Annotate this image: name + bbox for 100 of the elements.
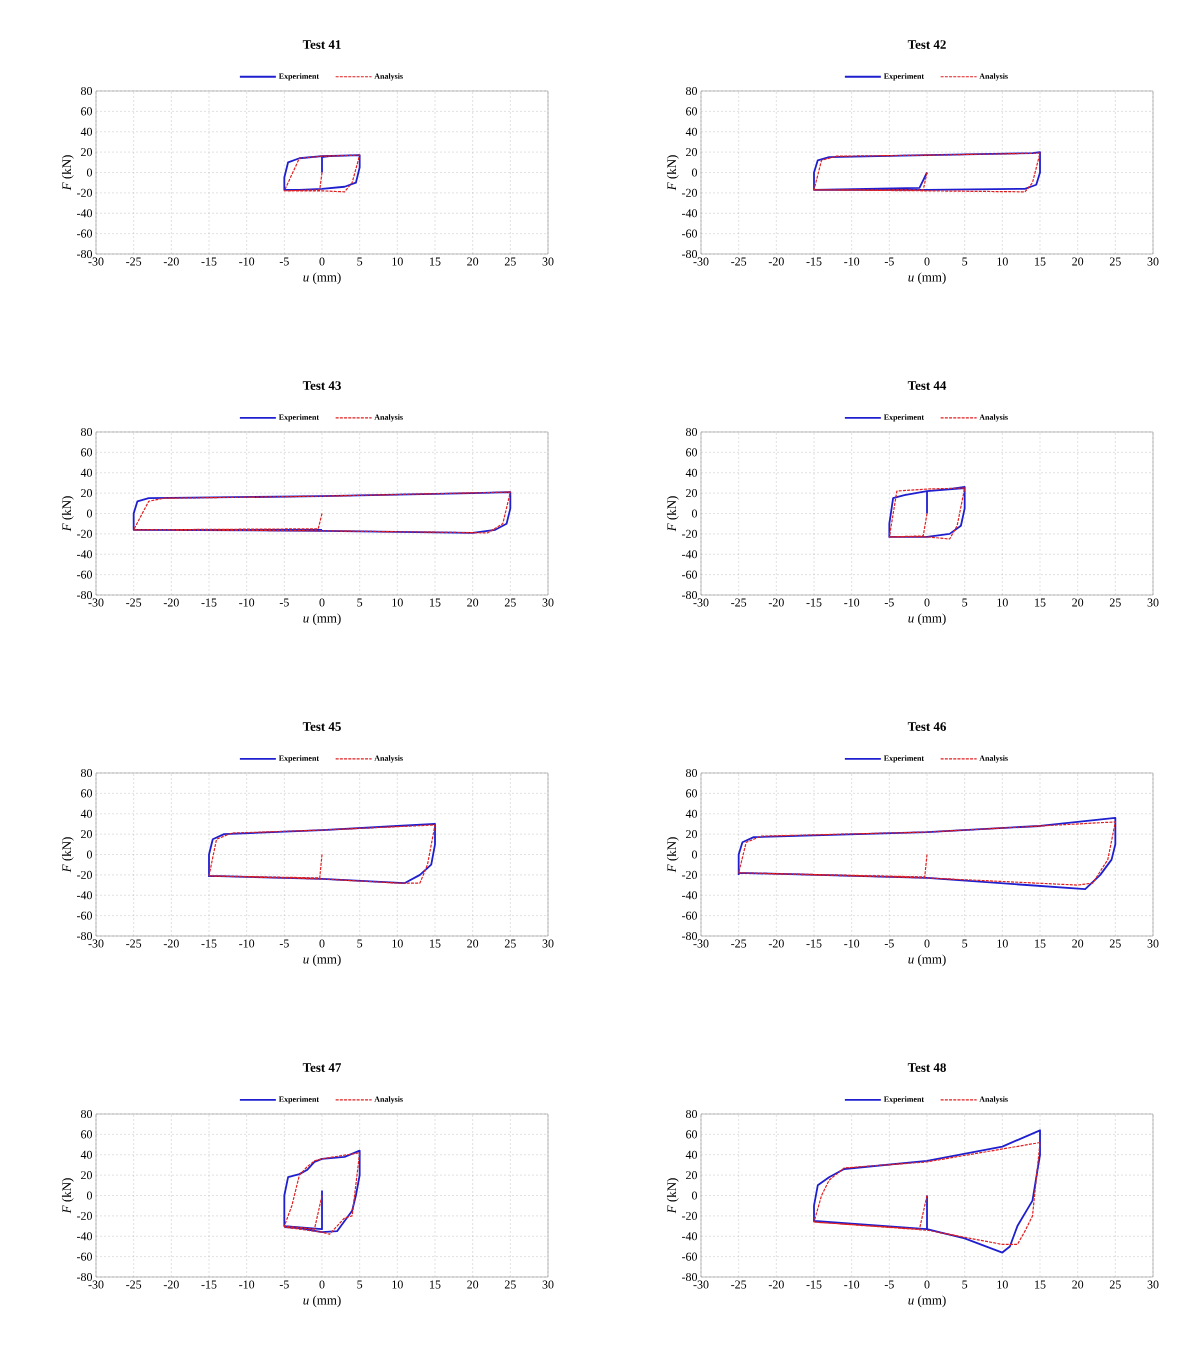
x-tick-label: 0 <box>319 1280 325 1289</box>
x-tick-label: -30 <box>693 1280 709 1289</box>
y-axis-title: F (kN) <box>666 155 679 191</box>
y-tick-label: 40 <box>685 1150 698 1159</box>
y-tick-label: 20 <box>686 489 698 498</box>
x-tick-label: -15 <box>806 1280 822 1289</box>
x-tick-label: 20 <box>1072 257 1084 266</box>
x-tick-label: 5 <box>962 598 968 607</box>
x-tick-label: 30 <box>542 598 554 607</box>
x-tick-label: -30 <box>693 257 709 266</box>
line-series <box>813 1129 1041 1254</box>
x-tick-label: 25 <box>504 598 516 607</box>
y-tick-label: 0 <box>691 509 698 518</box>
y-axis-title: F (kN) <box>61 1178 74 1214</box>
y-axis-title: F (kN) <box>666 1178 679 1214</box>
x-tick-label: -15 <box>806 257 822 266</box>
y-tick-label: 0 <box>691 850 698 859</box>
x-tick-label: 20 <box>467 939 479 948</box>
x-tick-label: -15 <box>201 257 217 266</box>
x-tick-label: -10 <box>844 939 860 948</box>
x-tick-label: 30 <box>1147 1280 1159 1289</box>
x-tick-label: 15 <box>430 598 441 607</box>
y-tick-label: 20 <box>81 148 93 157</box>
chart-title: Test 44 <box>907 381 947 390</box>
x-tick-label: 5 <box>357 1280 363 1289</box>
x-axis-title: u (mm) <box>303 954 341 967</box>
y-tick-label: 80 <box>685 768 698 778</box>
x-tick-label: -25 <box>126 939 142 948</box>
y-tick-label: -60 <box>681 911 698 920</box>
y-tick-label: -80 <box>76 1272 93 1282</box>
line-series <box>813 1141 1041 1246</box>
x-tick-label: 20 <box>1072 598 1084 607</box>
y-tick-label: 80 <box>685 1109 698 1119</box>
y-tick-label: 40 <box>80 1150 93 1159</box>
x-tick-label: -15 <box>201 598 217 607</box>
x-tick-label: -30 <box>88 598 104 607</box>
x-tick-label: -15 <box>201 1280 217 1289</box>
x-tick-label: 10 <box>392 939 403 948</box>
x-tick-label: 10 <box>997 939 1008 948</box>
y-tick-label: 60 <box>686 107 698 116</box>
x-tick-label: 25 <box>1109 1280 1121 1289</box>
x-tick-label: -10 <box>239 1280 255 1289</box>
x-tick-label: -5 <box>884 1280 894 1289</box>
y-tick-label: -40 <box>681 1232 698 1241</box>
y-tick-label: 0 <box>86 168 93 177</box>
x-axis-title: u (mm) <box>908 613 946 626</box>
y-tick-label: 20 <box>81 489 93 498</box>
x-tick-label: 25 <box>1109 939 1121 948</box>
y-tick-label: -80 <box>681 590 698 600</box>
x-tick-label: 30 <box>1147 257 1159 266</box>
x-tick-label: 30 <box>1147 939 1159 948</box>
y-tick-label: 80 <box>80 86 93 96</box>
x-tick-label: -10 <box>844 257 860 266</box>
x-tick-label: 30 <box>542 1280 554 1289</box>
chart-title: Test 47 <box>302 1063 342 1072</box>
y-axis-title: F (kN) <box>61 496 74 532</box>
y-tick-label: -80 <box>76 590 93 600</box>
y-tick-label: 20 <box>686 148 698 157</box>
x-tick-label: 0 <box>319 939 325 948</box>
y-tick-label: -40 <box>76 1232 93 1241</box>
x-tick-label: 25 <box>504 939 516 948</box>
y-tick-label: -20 <box>681 188 698 197</box>
y-tick-label: -20 <box>76 870 93 879</box>
y-tick-label: -80 <box>76 249 93 259</box>
x-tick-label: -25 <box>731 598 747 607</box>
y-tick-label: -20 <box>681 529 698 538</box>
x-tick-label: 20 <box>1072 1280 1084 1289</box>
y-tick-label: 60 <box>686 448 698 457</box>
y-tick-label: 40 <box>685 809 698 818</box>
x-tick-label: 25 <box>1109 257 1121 266</box>
x-tick-label: 20 <box>467 257 479 266</box>
x-tick-label: -20 <box>163 939 179 948</box>
x-tick-label: 15 <box>1035 598 1046 607</box>
x-tick-label: 5 <box>962 257 968 266</box>
x-tick-label: 15 <box>430 257 441 266</box>
x-tick-label: 10 <box>392 598 403 607</box>
y-tick-label: 40 <box>80 127 93 136</box>
x-tick-label: -30 <box>693 598 709 607</box>
x-tick-label: 15 <box>1035 257 1046 266</box>
y-tick-label: 60 <box>81 448 93 457</box>
x-tick-label: 15 <box>1035 1280 1046 1289</box>
y-tick-label: 40 <box>80 809 93 818</box>
y-tick-label: -40 <box>76 209 93 218</box>
y-tick-label: 0 <box>691 1191 698 1200</box>
y-tick-label: -40 <box>76 891 93 900</box>
y-tick-label: 80 <box>80 768 93 778</box>
chart-title: Test 46 <box>907 722 946 731</box>
x-tick-label: 20 <box>467 598 479 607</box>
y-tick-label: -80 <box>681 249 698 259</box>
y-tick-label: 20 <box>81 1171 93 1180</box>
x-tick-label: 30 <box>1147 598 1159 607</box>
x-tick-label: -30 <box>693 939 709 948</box>
y-tick-label: 60 <box>81 1130 93 1139</box>
x-tick-label: 5 <box>357 939 363 948</box>
y-tick-label: -80 <box>76 931 93 941</box>
x-tick-label: 0 <box>924 1280 930 1289</box>
y-tick-label: 0 <box>691 168 698 177</box>
x-tick-label: 5 <box>357 257 363 266</box>
x-tick-label: -5 <box>884 257 894 266</box>
y-tick-label: -80 <box>681 931 698 941</box>
